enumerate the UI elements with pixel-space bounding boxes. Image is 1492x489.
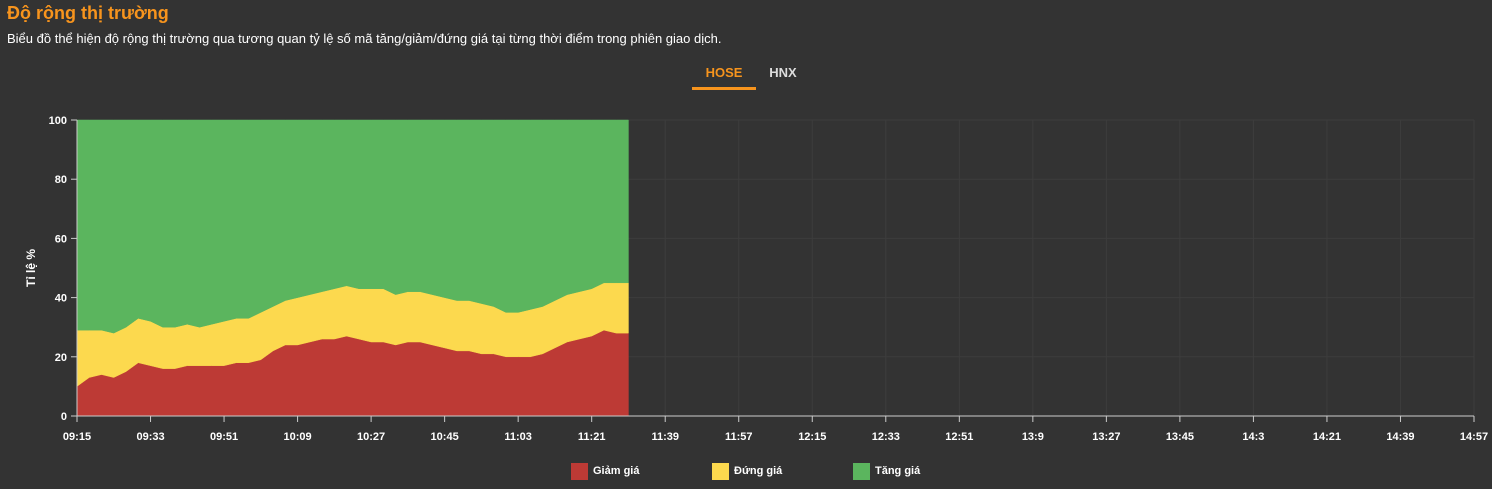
x-tick-label: 13:9 [1022,431,1044,443]
y-axis-label: Tỉ lệ % [24,249,38,287]
x-tick-label: 14:3 [1242,431,1264,443]
x-tick-label: 11:39 [651,431,679,443]
x-tick-label: 10:45 [431,431,459,443]
legend-label-unchanged: Đứng giá [734,465,783,477]
page-subtitle: Biểu đồ thể hiện độ rộng thị trường qua … [7,31,722,46]
y-tick-label: 20 [55,352,67,364]
legend-label-decrease: Giảm giá [593,465,640,477]
legend-swatch-unchanged [712,463,729,480]
chart-axes: 0 20 40 60 80 100 09:15 09:33 09:51 10:09 10:27 10:… [49,115,1488,443]
legend-item-unchanged[interactable]: Đứng giá [712,463,782,480]
series-area-2 [76,119,629,334]
x-tick-label: 11:21 [578,431,606,443]
x-tick-label: 11:03 [504,431,532,443]
y-tick-label: 100 [49,115,67,127]
legend-item-increase[interactable]: Tăng giá [853,463,920,480]
y-tick-label: 80 [55,174,67,186]
y-tick-label: 60 [55,233,67,245]
x-tick-label: 09:33 [136,431,164,443]
y-tick-label: 40 [55,293,67,305]
x-tick-label: 09:15 [63,431,91,443]
x-tick-label: 12:51 [945,431,973,443]
x-tick-label: 10:09 [284,431,312,443]
x-tick-label: 14:21 [1313,431,1341,443]
y-tick-label: 0 [61,411,67,423]
tab-hnx[interactable]: HNX [769,65,797,80]
legend-item-decrease[interactable]: Giảm giá [571,463,639,480]
x-tick-label: 14:57 [1460,431,1488,443]
x-tick-label: 13:45 [1166,431,1194,443]
x-tick-label: 11:57 [725,431,753,443]
x-tick-label: 12:33 [872,431,900,443]
x-tick-label: 14:39 [1386,431,1414,443]
x-tick-label: 12:15 [798,431,826,443]
x-tick-label: 09:51 [210,431,238,443]
legend-label-increase: Tăng giá [875,465,921,477]
page-title: Độ rộng thị trường [7,3,169,23]
tab-hose[interactable]: HOSE [692,65,756,90]
legend-swatch-decrease [571,463,588,480]
legend-swatch-increase [853,463,870,480]
x-tick-label: 10:27 [357,431,385,443]
chart-areas [76,119,629,417]
x-tick-label: 13:27 [1092,431,1120,443]
